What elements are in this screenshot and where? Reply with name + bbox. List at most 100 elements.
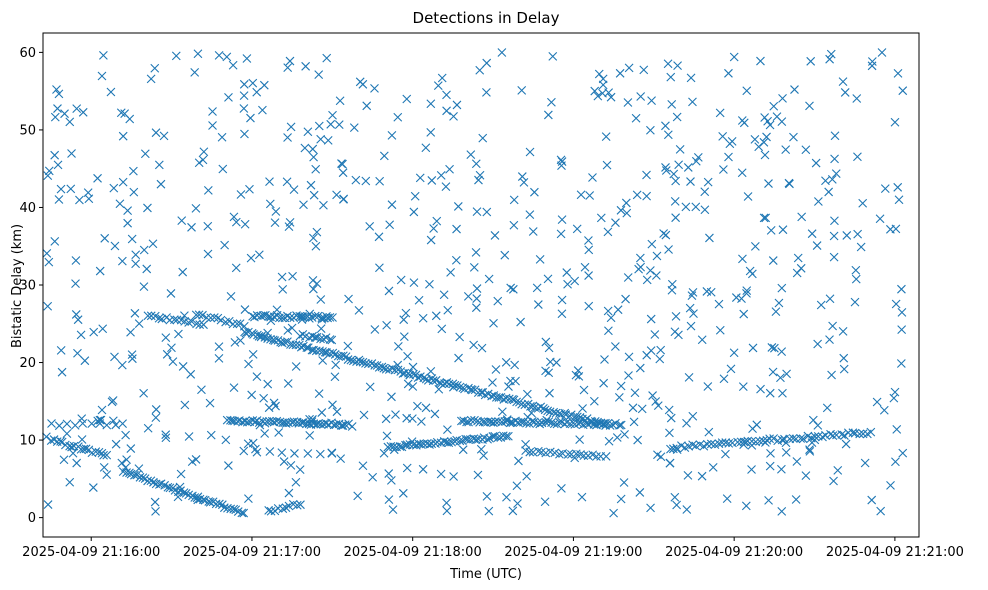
data-point	[555, 417, 564, 427]
data-point	[547, 97, 556, 107]
data-point	[316, 134, 326, 144]
data-point	[340, 420, 350, 429]
data-point	[248, 78, 258, 88]
data-point	[177, 216, 187, 226]
data-point	[706, 287, 716, 297]
data-point	[639, 65, 649, 75]
data-point	[897, 284, 906, 294]
data-point	[745, 266, 755, 276]
data-point	[303, 343, 313, 353]
data-point	[764, 496, 773, 505]
data-point	[838, 77, 848, 86]
data-point	[529, 417, 539, 427]
data-point	[288, 340, 298, 350]
data-point	[246, 113, 255, 123]
data-point	[81, 444, 91, 454]
data-point	[482, 88, 491, 97]
data-point	[150, 63, 160, 73]
data-point	[778, 388, 787, 398]
data-point	[623, 273, 633, 282]
data-point	[368, 472, 378, 482]
data-point	[408, 382, 418, 391]
data-point	[214, 342, 224, 352]
data-point	[42, 248, 52, 258]
data-point	[610, 342, 620, 351]
data-point	[315, 449, 325, 459]
data-point	[486, 417, 496, 427]
data-point	[502, 492, 511, 502]
data-point	[288, 271, 297, 281]
data-point	[620, 430, 629, 439]
data-point	[88, 483, 98, 492]
data-point	[756, 56, 765, 66]
data-point	[813, 420, 823, 430]
data-point	[448, 382, 458, 392]
data-point	[589, 396, 599, 406]
data-point	[606, 313, 616, 323]
data-point	[338, 168, 348, 178]
data-point	[766, 226, 776, 235]
data-point	[812, 241, 822, 250]
data-point	[806, 56, 816, 66]
data-point	[489, 318, 498, 328]
data-point	[429, 224, 439, 233]
data-point	[400, 368, 410, 378]
data-point	[129, 166, 138, 176]
data-point	[122, 455, 131, 464]
data-point	[459, 416, 469, 426]
data-point	[769, 434, 779, 443]
data-point	[409, 369, 418, 379]
data-point	[584, 245, 594, 255]
data-point	[508, 284, 518, 294]
data-point	[666, 413, 676, 423]
data-point	[71, 256, 81, 265]
data-point	[403, 379, 413, 389]
data-point	[557, 309, 567, 319]
data-point	[43, 171, 53, 181]
data-point	[778, 225, 788, 235]
data-point	[379, 363, 389, 373]
data-point	[472, 294, 482, 303]
data-point	[146, 476, 156, 486]
data-point	[821, 176, 830, 186]
data-point	[336, 454, 346, 464]
data-point	[738, 254, 747, 264]
data-point	[615, 420, 624, 430]
data-point	[382, 431, 392, 441]
data-point	[244, 359, 253, 369]
data-point	[747, 440, 757, 450]
data-point	[824, 187, 834, 197]
data-point	[384, 469, 394, 478]
data-point	[805, 101, 814, 111]
data-point	[777, 347, 787, 357]
data-point	[570, 276, 580, 286]
data-point	[522, 471, 532, 481]
data-point	[259, 80, 269, 90]
data-point	[192, 319, 201, 329]
data-point	[491, 365, 501, 374]
data-point	[665, 428, 674, 438]
data-point	[793, 253, 803, 263]
data-point	[456, 416, 466, 426]
data-point	[60, 109, 69, 119]
data-point	[642, 191, 652, 201]
data-point	[886, 224, 895, 234]
data-point	[801, 471, 811, 481]
data-point	[653, 401, 663, 411]
data-point	[62, 429, 72, 439]
data-point	[603, 227, 613, 237]
data-point	[738, 382, 748, 392]
data-point	[384, 495, 394, 504]
data-point	[482, 58, 492, 68]
data-point	[789, 132, 798, 142]
data-point	[265, 447, 275, 456]
data-point	[724, 152, 733, 162]
data-point	[497, 407, 507, 417]
data-point	[180, 400, 190, 410]
data-point	[442, 506, 452, 516]
data-point	[314, 70, 324, 80]
data-point	[308, 276, 318, 285]
data-point	[52, 85, 61, 94]
data-point	[95, 266, 105, 276]
y-tick-label: 30	[19, 279, 36, 294]
